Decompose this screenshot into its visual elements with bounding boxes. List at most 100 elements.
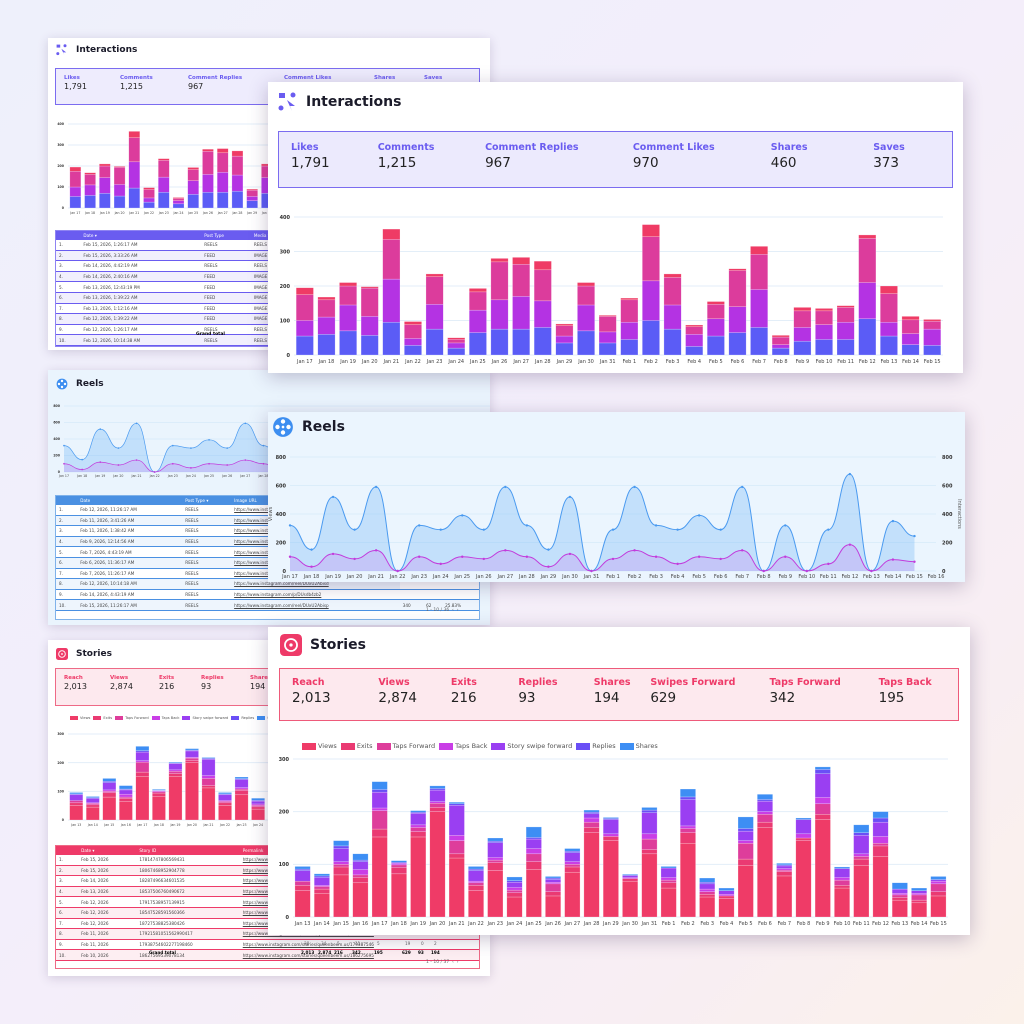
bar-segment bbox=[448, 805, 465, 836]
bar-segment bbox=[84, 195, 96, 209]
bar-segment bbox=[294, 885, 311, 891]
table-link[interactable]: https://www.instagram.com/reel/DUxU2Abis… bbox=[234, 581, 329, 587]
bar-segment bbox=[923, 320, 942, 330]
legend-item-shares[interactable]: Shares bbox=[619, 742, 658, 750]
legend-item-taps-back[interactable]: Taps Back bbox=[151, 716, 179, 720]
table-cell: 17921581051562990417 bbox=[139, 931, 193, 937]
bar-segment bbox=[339, 285, 357, 306]
bar-segment bbox=[202, 148, 214, 152]
column-header[interactable]: Media type bbox=[253, 233, 278, 238]
table-cell: 6. bbox=[59, 910, 63, 916]
table-cell: FEED bbox=[204, 316, 216, 322]
bar-segment bbox=[69, 171, 82, 188]
reels-pagination[interactable]: 1 - 10 / 36 ‹ › bbox=[426, 608, 459, 613]
bar-segment bbox=[858, 282, 877, 320]
kpi-label: Likes bbox=[64, 75, 80, 81]
legend-label: Taps Forward bbox=[392, 742, 436, 750]
legend-item-replies[interactable]: Replies bbox=[576, 742, 616, 750]
table-cell: 17917538957139915 bbox=[139, 899, 185, 905]
table-row[interactable]: 10. Feb 10, 2026 18627569539078134 https://… bbox=[56, 949, 479, 961]
x-tick-label: Jan 24 bbox=[173, 211, 184, 215]
bar-segment bbox=[234, 790, 249, 796]
table-row[interactable]: 9. Feb 11, 2026 17938754602277198460 https:… bbox=[56, 939, 479, 950]
legend-item-exits[interactable]: Exits bbox=[340, 742, 373, 750]
legend-item-story-swipe-forward[interactable]: Story swipe forward bbox=[182, 716, 228, 720]
x-tick-label: Feb 10 bbox=[834, 921, 851, 927]
bar-segment bbox=[99, 165, 111, 178]
bar-segment bbox=[853, 865, 870, 918]
kpi-taps-forward: Taps Forward 342 bbox=[769, 677, 878, 720]
legend-item-views[interactable]: Views bbox=[302, 742, 337, 750]
stories-pagination[interactable]: 1 - 10 / 37 ‹ › bbox=[426, 960, 459, 965]
kpi-label: Taps Back bbox=[878, 677, 932, 688]
column-header[interactable]: Date ▾ bbox=[83, 233, 97, 238]
column-header[interactable]: Date bbox=[80, 498, 91, 503]
table-row[interactable]: 9. Feb 14, 2026, 4:43:19 AM REELS https://w… bbox=[56, 589, 479, 600]
table-link[interactable]: https://www.instagram.com/stories/queenb… bbox=[242, 952, 374, 958]
column-header[interactable]: Story ID bbox=[139, 848, 157, 853]
column-header[interactable] bbox=[56, 231, 80, 240]
interactions-icon bbox=[278, 92, 296, 111]
bar-segment bbox=[69, 802, 84, 806]
data-point bbox=[171, 444, 174, 447]
column-header[interactable] bbox=[56, 496, 77, 505]
y-tick-label: 0 bbox=[58, 470, 61, 474]
bar-segment bbox=[814, 773, 831, 798]
legend-item-story-swipe-forward[interactable]: Story swipe forward bbox=[491, 742, 572, 750]
x-tick-label: Feb 13 bbox=[881, 359, 898, 365]
bar-segment bbox=[410, 824, 427, 828]
bar-segment bbox=[872, 817, 889, 823]
kpi-comment-replies: Comment Replies 967 bbox=[188, 75, 284, 98]
series-line bbox=[289, 544, 915, 572]
data-point bbox=[913, 560, 916, 563]
bar-segment bbox=[487, 859, 504, 864]
table-link[interactable]: https://www.instagram.com/stories/queenb… bbox=[242, 942, 374, 948]
data-point bbox=[117, 447, 120, 449]
data-point bbox=[153, 471, 156, 473]
data-point bbox=[226, 464, 229, 466]
column-header[interactable]: Post Type bbox=[204, 233, 224, 238]
kpi-exits: Exits 216 bbox=[159, 675, 201, 699]
kpi-views: Views 2,874 bbox=[378, 677, 450, 720]
legend-item-taps-forward[interactable]: Taps Forward bbox=[376, 742, 436, 750]
x-tick-label: Jan 25 bbox=[203, 474, 214, 478]
column-header[interactable]: Permalink bbox=[242, 848, 264, 853]
bar-segment bbox=[202, 151, 214, 175]
x-tick-label: Feb 9 bbox=[816, 921, 830, 927]
legend-label: Story swipe forward bbox=[192, 716, 229, 720]
bar-segment bbox=[834, 885, 851, 889]
data-point bbox=[697, 555, 701, 558]
legend-item-taps-forward[interactable]: Taps Forward bbox=[115, 716, 149, 720]
bar-segment bbox=[391, 867, 407, 875]
x-tick-label: Jan 30 bbox=[577, 359, 594, 365]
kpi-value: 1,215 bbox=[377, 155, 417, 172]
table-link[interactable]: https://www.instagram.com/reel/DUxU2Abis… bbox=[234, 602, 329, 608]
bar-segment bbox=[737, 816, 754, 829]
column-header[interactable]: Date ▾ bbox=[81, 848, 95, 853]
table-cell: REELS bbox=[185, 570, 199, 576]
column-header[interactable]: Image URL bbox=[234, 498, 257, 503]
column-header[interactable] bbox=[56, 846, 78, 855]
bar-segment bbox=[187, 194, 200, 209]
grand-total-value: 342 bbox=[352, 950, 361, 955]
table-row[interactable]: 8. Feb 12, 2026, 10:14:18 AM REELS https://… bbox=[56, 578, 479, 590]
bar-segment bbox=[853, 853, 870, 857]
table-cell: Feb 11, 2026 bbox=[81, 931, 109, 937]
bar-segment bbox=[448, 801, 465, 805]
data-point bbox=[611, 557, 615, 561]
column-header[interactable]: Post Type ▾ bbox=[185, 498, 209, 503]
bar-segment bbox=[468, 309, 487, 333]
legend-item-exits[interactable]: Exits bbox=[93, 716, 112, 720]
bar-segment bbox=[85, 798, 100, 804]
legend-item-taps-back[interactable]: Taps Back bbox=[439, 742, 487, 750]
kpi-label: Saves bbox=[424, 75, 443, 81]
bar-segment bbox=[425, 276, 444, 305]
table-link[interactable]: https://www.instagram.com/p/DUsdb4zb2 bbox=[234, 592, 322, 598]
table-row[interactable]: 10. Feb 15, 2026, 11:26:17 AM REELS https:/… bbox=[56, 599, 479, 611]
legend-item-replies[interactable]: Replies bbox=[231, 716, 254, 720]
bar-segment bbox=[545, 883, 562, 892]
bar-segment bbox=[333, 861, 350, 865]
legend-item-views[interactable]: Views bbox=[70, 716, 90, 720]
bar-segment bbox=[872, 811, 889, 819]
grand-total-value: 2,874 bbox=[318, 950, 332, 955]
